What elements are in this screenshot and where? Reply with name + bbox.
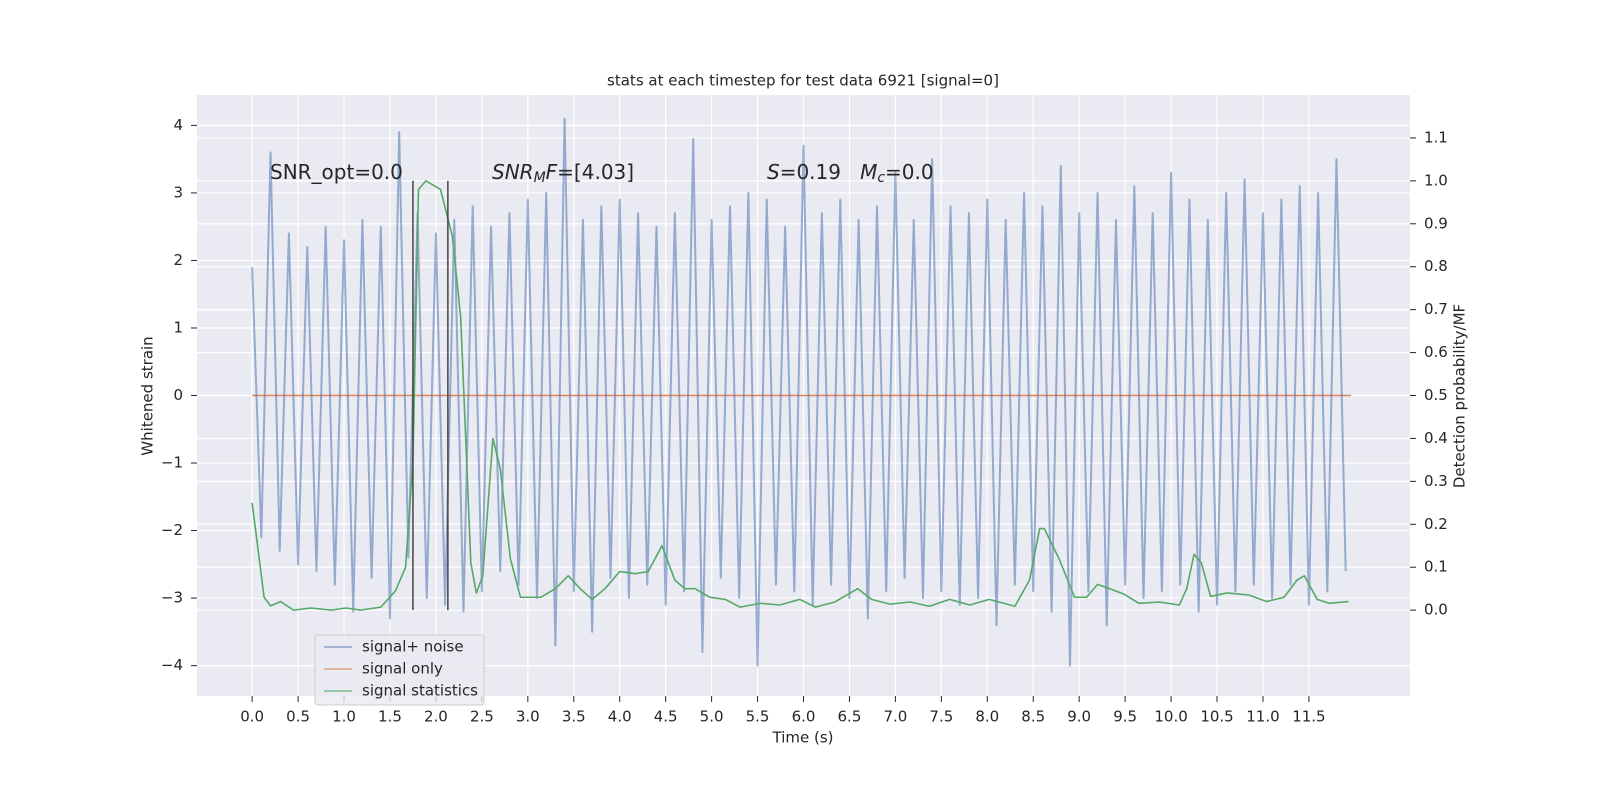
x-tick-label: 3.0	[516, 708, 540, 726]
x-tick-label: 0.0	[240, 708, 264, 726]
x-tick-label: 10.0	[1154, 708, 1187, 726]
legend: signal+ noise signal only signal statistic…	[314, 634, 485, 706]
series-line	[251, 117, 1347, 667]
x-tick-label: 7.0	[883, 708, 907, 726]
y2-tick-label: 0.5	[1424, 386, 1448, 404]
chart-title: stats at each timestep for test data 692…	[607, 72, 999, 90]
annotation-part: =0.0	[885, 160, 934, 184]
annotation: SNRMF=[4.03]	[492, 160, 634, 187]
x-axis-label: Time (s)	[772, 729, 834, 747]
x-tick-label: 2.5	[470, 708, 494, 726]
annotation: SNR_opt=0.0	[270, 160, 403, 184]
legend-label: signal+ noise	[362, 638, 464, 656]
y2-tick-label: 0.8	[1424, 257, 1448, 275]
x-tick-label: 4.5	[654, 708, 678, 726]
y-axis-label: Whitened strain	[139, 336, 157, 455]
y2-tick-label: 0.9	[1424, 214, 1448, 232]
y-tick-label: 0	[173, 386, 183, 404]
x-tick-label: 2.0	[424, 708, 448, 726]
y2-tick-label: 0.7	[1424, 300, 1448, 318]
x-tick-label: 3.5	[562, 708, 586, 726]
y2-tick-label: 0.3	[1424, 472, 1448, 490]
y-tick-label: 2	[173, 251, 183, 269]
y-tick-label: 4	[173, 116, 183, 134]
y2-tick-label: 0.2	[1424, 515, 1448, 533]
y-tick-label: −2	[161, 521, 183, 539]
y-tick-label: 3	[173, 183, 183, 201]
y-tick-label: −1	[161, 454, 183, 472]
annotation-part: =0.19	[780, 160, 860, 184]
x-tick-label: 9.0	[1067, 708, 1091, 726]
x-tick-label: 1.5	[378, 708, 402, 726]
annotation-part: SNR_opt=0.0	[270, 160, 403, 184]
x-tick-label: 8.5	[1021, 708, 1045, 726]
annotation-part: SNR	[492, 160, 534, 184]
annotation-part: F	[546, 160, 558, 184]
y2-tick-label: 0.0	[1424, 601, 1448, 619]
x-tick-label: 5.0	[700, 708, 724, 726]
x-tick-label: 7.5	[929, 708, 953, 726]
legend-box	[314, 634, 485, 706]
annotation-part: M	[860, 160, 877, 184]
y2-tick-label: 0.1	[1424, 558, 1448, 576]
x-tick-label: 11.0	[1246, 708, 1279, 726]
annotation-part: =[4.03]	[557, 160, 634, 184]
legend-label: signal only	[362, 660, 443, 678]
x-tick-label: 1.0	[332, 708, 356, 726]
y-tick-label: −3	[161, 589, 183, 607]
legend-label: signal statistics	[362, 682, 478, 700]
x-tick-label: 5.5	[746, 708, 770, 726]
x-tick-label: 11.5	[1292, 708, 1325, 726]
y2-tick-label: 0.6	[1424, 343, 1448, 361]
annotation: S=0.19 Mc=0.0	[767, 160, 934, 187]
x-tick-label: 10.5	[1200, 708, 1233, 726]
y2-tick-label: 1.1	[1424, 128, 1448, 146]
x-tick-label: 6.5	[838, 708, 862, 726]
x-tick-label: 4.0	[608, 708, 632, 726]
x-tick-label: 8.0	[975, 708, 999, 726]
x-tick-label: 0.5	[286, 708, 310, 726]
annotation-part: c	[877, 170, 885, 186]
x-tick-label: 9.5	[1113, 708, 1137, 726]
series-line	[251, 180, 1349, 611]
y-tick-label: 1	[173, 318, 183, 336]
y2-tick-label: 1.0	[1424, 171, 1448, 189]
x-tick-label: 6.0	[792, 708, 816, 726]
y2-axis-label: Detection probability/MF	[1451, 304, 1469, 488]
y2-tick-label: 0.4	[1424, 429, 1448, 447]
annotation-part: M	[534, 170, 546, 186]
annotation-part: S	[767, 160, 780, 184]
y-tick-label: −4	[161, 656, 183, 674]
